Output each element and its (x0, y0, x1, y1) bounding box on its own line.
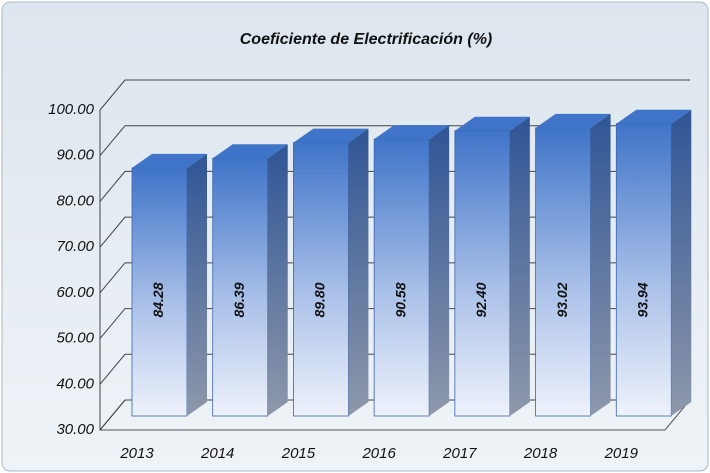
y-tick-label: 70.00 (56, 238, 94, 255)
data-label: 93.94 (634, 282, 650, 317)
bar-front (535, 127, 591, 417)
data-label: 86.39 (231, 282, 247, 317)
x-tick-label: 2014 (200, 445, 234, 462)
x-tick-label: 2016 (361, 445, 396, 462)
x-tick-label: 2015 (281, 445, 316, 462)
y-tick-label: 60.00 (56, 284, 94, 301)
bar (373, 125, 450, 417)
bar-top (293, 128, 369, 143)
data-label: 84.28 (150, 282, 166, 317)
bar-top (132, 153, 207, 168)
bar-front (212, 157, 269, 417)
data-label: 89.80 (312, 282, 328, 317)
bar-top (212, 144, 288, 159)
bar-side (671, 109, 692, 417)
bar-side (187, 153, 207, 416)
bar-front (131, 167, 188, 417)
plot-area: 30.00 40.00 50.00 60.00 70.00 80.00 90.00 100.0… (48, 79, 692, 462)
bar-side (348, 128, 369, 416)
data-label: 90.58 (392, 282, 408, 317)
bar (212, 144, 288, 417)
bar-top (374, 125, 450, 140)
x-tick-label: 2018 (523, 445, 558, 462)
bar-side (267, 144, 288, 416)
grid-line (99, 79, 690, 111)
chart-title: Coeficiente de Electrificación (%) (240, 31, 493, 48)
bar-side (590, 113, 611, 416)
bar (454, 116, 530, 417)
data-label: 92.40 (473, 282, 489, 317)
bar-top (454, 116, 530, 131)
bar-front (293, 142, 349, 417)
bar (535, 113, 611, 417)
bar-top (616, 109, 692, 124)
bar-front (615, 123, 672, 417)
x-tick-label: 2013 (119, 445, 154, 462)
bar-front (454, 130, 511, 417)
bar (131, 153, 207, 417)
bar (615, 109, 692, 417)
bar-side (429, 125, 450, 416)
y-tick-label: 40.00 (56, 375, 94, 392)
y-tick-label: 90.00 (56, 147, 94, 164)
data-label: 93.02 (554, 282, 570, 317)
y-tick-label: 30.00 (56, 421, 94, 438)
bar-top (535, 113, 611, 128)
bar-side (509, 116, 530, 416)
bar-front (373, 138, 430, 417)
x-tick-label: 2019 (604, 445, 639, 462)
bar (293, 128, 369, 417)
y-tick-label: 100.00 (48, 101, 95, 118)
y-tick-label: 50.00 (56, 330, 94, 347)
x-tick-label: 2017 (442, 445, 477, 462)
y-tick-label: 80.00 (56, 192, 94, 209)
